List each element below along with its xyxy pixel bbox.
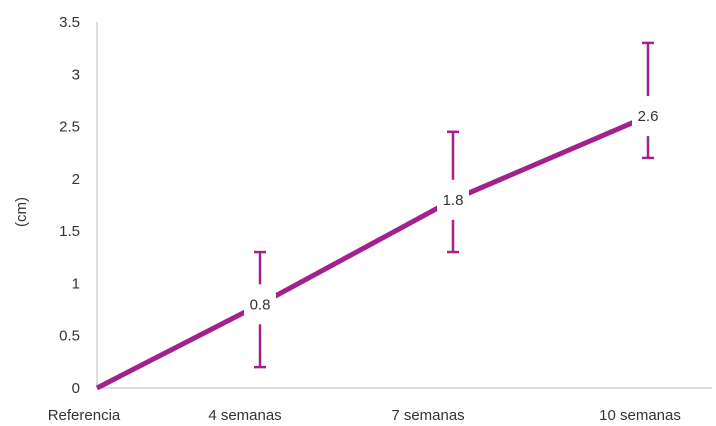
data-label-bg — [244, 293, 276, 316]
y-tick-label: 0 — [72, 380, 80, 397]
data-label: 2.6 — [638, 108, 659, 125]
y-tick-label: 0.5 — [59, 328, 80, 345]
x-tick-label: 4 semanas — [208, 407, 281, 424]
y-tick-labels: 0 0.5 1 1.5 2 2.5 3 3.5 — [59, 14, 80, 397]
x-tick-label: 7 semanas — [391, 407, 464, 424]
data-label: 1.8 — [443, 192, 464, 209]
y-tick-label: 3.5 — [59, 14, 80, 31]
y-tick-label: 2.5 — [59, 119, 80, 136]
data-label-bg — [437, 188, 469, 211]
x-tick-labels: Referencia 4 semanas 7 semanas 10 semanas — [48, 407, 681, 424]
y-tick-label: 2 — [72, 171, 80, 188]
data-label: 0.8 — [250, 296, 271, 313]
y-axis-label: (cm) — [13, 197, 30, 227]
y-tick-label: 1 — [72, 275, 80, 292]
x-tick-label: Referencia — [48, 407, 121, 424]
series-line — [95, 113, 649, 391]
data-label-bg — [632, 105, 664, 128]
series-layer: 0.8 1.8 2.6 — [95, 41, 664, 391]
y-tick-label: 1.5 — [59, 223, 80, 240]
x-tick-label: 10 semanas — [599, 407, 681, 424]
y-tick-label: 3 — [72, 66, 80, 83]
